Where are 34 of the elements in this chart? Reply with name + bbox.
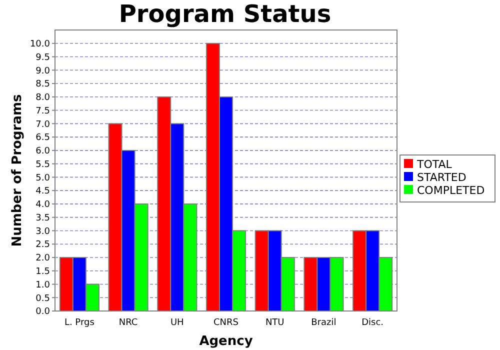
y-tick-label: 1.5 [36, 267, 50, 278]
x-tick-label: Brazil [311, 318, 336, 328]
y-tick-label: 1.0 [36, 280, 50, 290]
legend-label: STARTED [417, 170, 466, 184]
y-tick-label: 2.0 [36, 254, 50, 264]
y-tick-label: 0.5 [36, 294, 50, 304]
chart-title: Program Status [118, 0, 332, 28]
y-tick-label: 3.0 [36, 226, 50, 237]
y-tick-label: 9.5 [36, 52, 50, 63]
y-tick-label: 8.0 [36, 93, 50, 104]
y-axis-title: Number of Programs [10, 94, 25, 247]
x-tick-label: NRC [118, 318, 138, 328]
y-tick-label: 9.0 [36, 66, 50, 76]
y-tick-label: 7.0 [36, 120, 50, 130]
y-tick-label: 0.0 [36, 307, 50, 318]
x-tick-label: CNRS [214, 318, 239, 328]
y-tick-label: 7.5 [36, 106, 50, 116]
y-tick-label: 6.5 [36, 133, 50, 144]
x-tick-label: Disc. [362, 318, 384, 328]
x-tick-label: UH [170, 318, 184, 328]
y-tick-label: 2.5 [36, 240, 50, 250]
y-tick-label: 5.5 [36, 160, 50, 170]
legend-label: TOTAL [416, 158, 453, 171]
x-tick-label: NTU [265, 318, 284, 328]
x-axis-title: Agency [199, 334, 254, 349]
legend-label: COMPLETED [417, 184, 485, 197]
y-tick-label: 4.0 [36, 200, 50, 210]
y-tick-label: 8.5 [36, 80, 50, 90]
x-tick-label: L. Prgs [64, 318, 95, 328]
y-tick-label: 5.0 [36, 173, 50, 184]
y-tick-label: 10.0 [30, 40, 50, 50]
y-tick-label: 6.0 [36, 146, 50, 157]
y-tick-label: 3.5 [36, 213, 50, 224]
y-tick-label: 4.5 [36, 186, 50, 197]
